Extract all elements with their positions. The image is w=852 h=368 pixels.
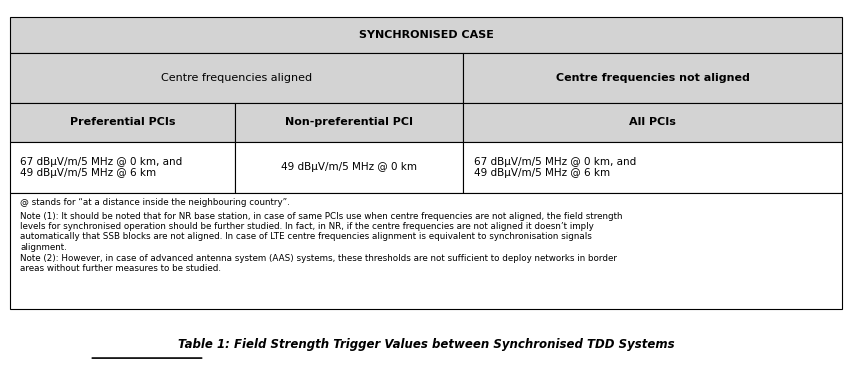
Bar [10, 17, 842, 53]
Text: Preferential PCIs: Preferential PCIs [70, 117, 176, 127]
Bar [463, 103, 842, 142]
Text: Note (2): However, in case of advanced antenna system (AAS) systems, these thres: Note (2): However, in case of advanced a… [20, 254, 618, 273]
Bar [463, 53, 842, 103]
Text: @ stands for “at a distance inside the neighbouring country”.: @ stands for “at a distance inside the n… [20, 198, 291, 206]
Text: Note (1): It should be noted that for NR base station, in case of same PCIs use : Note (1): It should be noted that for NR… [20, 212, 623, 252]
Bar [10, 53, 463, 103]
Text: Non-preferential PCI: Non-preferential PCI [285, 117, 413, 127]
Text: All PCIs: All PCIs [629, 117, 676, 127]
Bar [10, 103, 235, 142]
Text: 49 dBμV/m/5 MHz @ 0 km: 49 dBμV/m/5 MHz @ 0 km [281, 162, 417, 173]
Text: Table 1: Field Strength Trigger Values between Synchronised TDD Systems: Table 1: Field Strength Trigger Values b… [178, 337, 674, 351]
Bar [463, 142, 842, 193]
Bar [235, 142, 463, 193]
Text: Centre frequencies not aligned: Centre frequencies not aligned [556, 73, 750, 83]
Text: 67 dBμV/m/5 MHz @ 0 km, and
49 dBμV/m/5 MHz @ 6 km: 67 dBμV/m/5 MHz @ 0 km, and 49 dBμV/m/5 … [474, 157, 636, 178]
Text: 67 dBμV/m/5 MHz @ 0 km, and
49 dBμV/m/5 MHz @ 6 km: 67 dBμV/m/5 MHz @ 0 km, and 49 dBμV/m/5 … [20, 157, 182, 178]
Bar [10, 193, 842, 309]
Text: Centre frequencies aligned: Centre frequencies aligned [161, 73, 313, 83]
Text: SYNCHRONISED CASE: SYNCHRONISED CASE [359, 30, 493, 40]
Bar [235, 103, 463, 142]
Bar [10, 142, 235, 193]
